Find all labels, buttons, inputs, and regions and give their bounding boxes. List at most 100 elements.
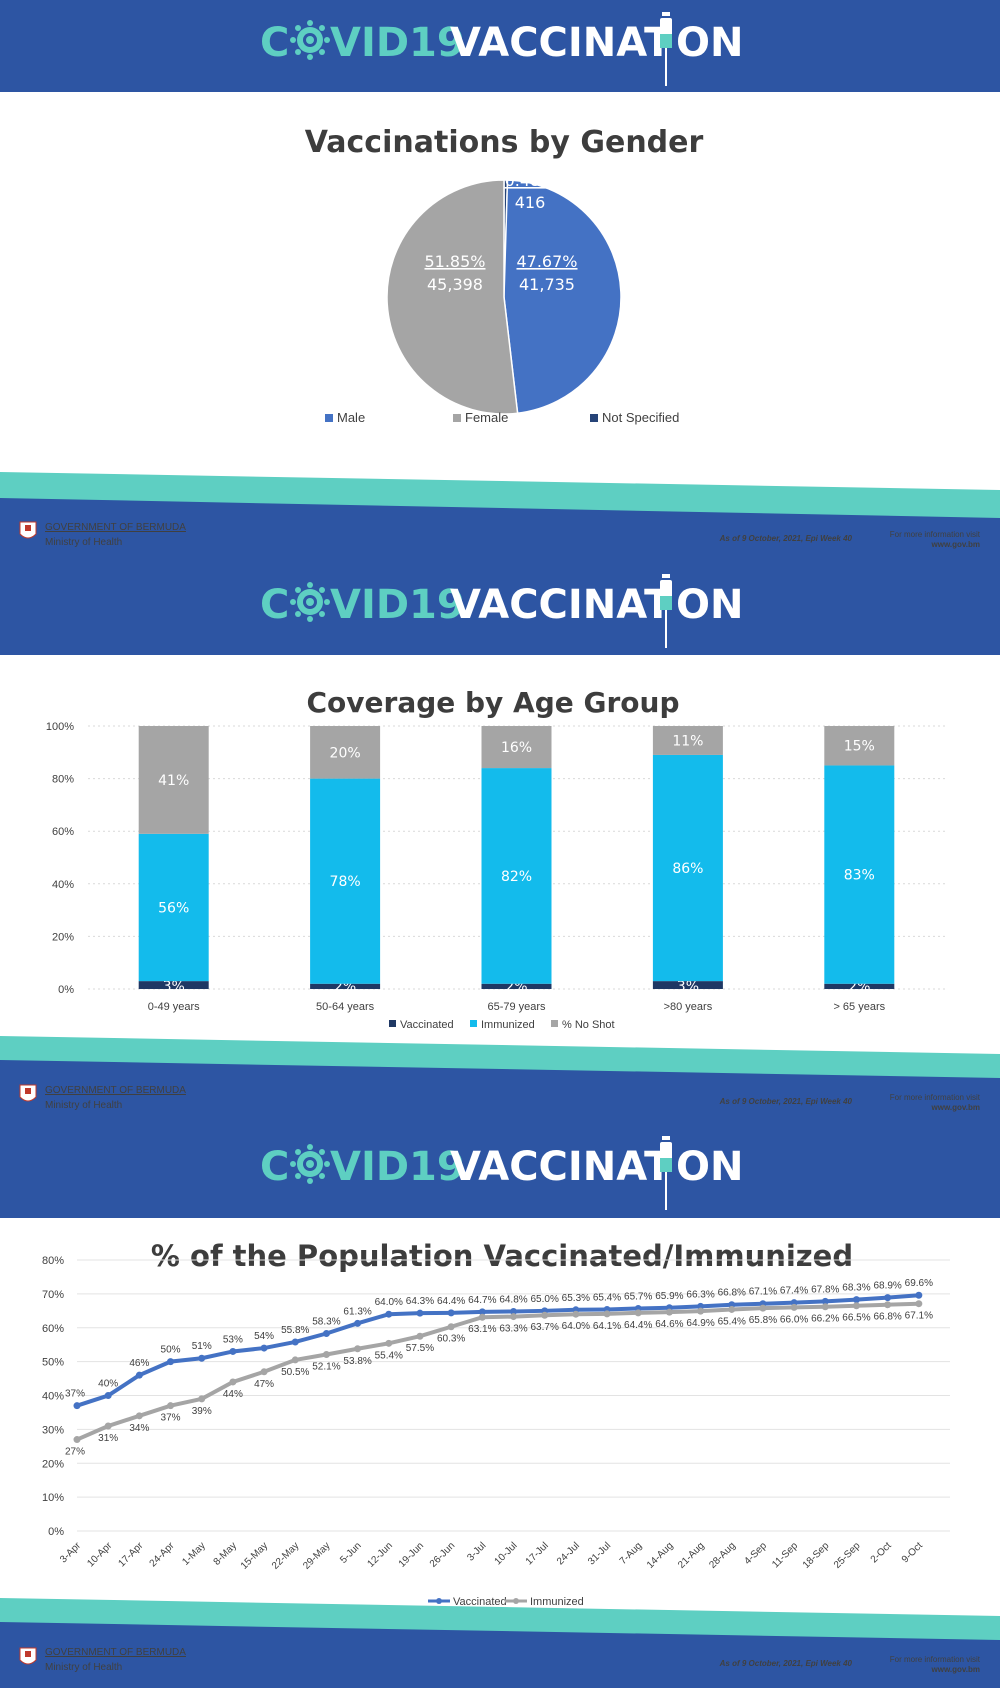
data-point <box>73 1436 81 1444</box>
data-point <box>510 1313 517 1321</box>
data-point <box>291 1356 299 1364</box>
point-data-label: 55.8% <box>281 1325 309 1336</box>
x-tick-label: 10-Jul <box>493 1540 520 1567</box>
legend: Vaccinated Immunized <box>428 1596 584 1608</box>
website-link[interactable]: www.gov.bm <box>931 540 980 549</box>
data-point <box>634 1309 642 1317</box>
title-c: C <box>260 1144 289 1190</box>
data-point <box>198 1395 206 1403</box>
bar-segment-vaccinated <box>138 981 209 989</box>
bar-segment--no-shot <box>824 726 895 766</box>
bar-data-label: 78% <box>330 874 361 890</box>
point-data-label: 66.5% <box>842 1313 870 1324</box>
point-data-label: 67.1% <box>749 1287 777 1298</box>
bar-chart: 0%20%40%60%80%100%3%56%41%0-49 years2%78… <box>46 721 945 1013</box>
point-data-label: 69.6% <box>905 1278 933 1289</box>
bar-data-label: 83% <box>844 868 875 884</box>
ministry-name: Ministry of Health <box>45 1100 122 1111</box>
chart-title: Vaccinations by Gender <box>305 125 704 160</box>
x-tick-label: 17-Apr <box>116 1540 145 1569</box>
slice-percent-label: 0.48% <box>505 171 556 190</box>
bar-segment-immunized <box>481 768 552 984</box>
footer: GOVERNMENT OF BERMUDA Ministry of Health… <box>0 1598 1000 1688</box>
title-vaccinat: VACCINAT <box>450 20 672 66</box>
point-data-label: 64.0% <box>375 1297 403 1308</box>
chart-title: Coverage by Age Group <box>306 686 679 719</box>
data-point <box>167 1358 175 1366</box>
bar-segment--no-shot <box>652 726 723 755</box>
data-point <box>73 1402 81 1410</box>
data-point <box>260 1344 268 1352</box>
point-data-label: 65.3% <box>562 1293 590 1304</box>
x-tick-label: 9-Oct <box>900 1540 925 1565</box>
coat-of-arms-icon <box>19 1647 37 1665</box>
point-data-label: 44% <box>223 1389 243 1400</box>
data-point <box>198 1354 206 1362</box>
banner-title: C VID19 VACCINAT ON <box>260 12 743 86</box>
data-point <box>416 1309 424 1317</box>
point-data-label: 64.4% <box>437 1296 465 1307</box>
info-text: For more information visit <box>890 1655 981 1664</box>
banner-title: C VID19 VACCINAT ON <box>260 1136 743 1210</box>
data-point <box>447 1309 455 1317</box>
title-on: ON <box>676 582 743 628</box>
legend-label: Female <box>465 410 508 425</box>
data-point <box>665 1308 673 1316</box>
title-vid19: VID19 <box>330 20 465 66</box>
legend-swatch <box>389 1020 396 1027</box>
legend-swatch <box>470 1020 477 1027</box>
as-of-date: As of 9 October, 2021, Epi Week 40 <box>719 534 853 543</box>
y-tick-label: 40% <box>42 1391 64 1403</box>
bar-segment-immunized <box>652 754 723 982</box>
footer-teal-band <box>0 1598 1000 1642</box>
data-point <box>447 1323 455 1331</box>
x-tick-label: 29-May <box>301 1540 332 1571</box>
title-vaccinat: VACCINAT <box>450 582 672 628</box>
point-data-label: 64.0% <box>562 1321 590 1332</box>
panel-gender: C VID19 VACCINAT ON Vaccinations by Gend… <box>0 0 1000 562</box>
data-point <box>291 1338 299 1346</box>
point-data-label: 64.3% <box>406 1296 434 1307</box>
virus-icon <box>290 582 330 622</box>
y-tick-label: 20% <box>42 1458 64 1470</box>
point-data-label: 68.3% <box>842 1283 870 1294</box>
point-data-label: 66.8% <box>718 1288 746 1299</box>
point-data-label: 66.0% <box>780 1314 808 1325</box>
point-data-label: 64.7% <box>468 1295 496 1306</box>
point-data-label: 63.1% <box>468 1324 496 1335</box>
legend-swatch <box>325 414 333 422</box>
slice-percent-label: 47.67% <box>516 252 577 271</box>
website-link[interactable]: www.gov.bm <box>931 1665 980 1674</box>
y-tick-label: 100% <box>46 721 74 733</box>
x-tick-label: 26-Jun <box>428 1540 457 1569</box>
title-vid19: VID19 <box>330 1144 465 1190</box>
y-tick-label: 10% <box>42 1492 64 1504</box>
legend-label: Not Specified <box>602 410 679 425</box>
data-point <box>135 1412 143 1420</box>
point-data-label: 50% <box>161 1345 181 1356</box>
point-data-label: 53% <box>223 1334 243 1345</box>
x-tick-label: 3-Apr <box>58 1540 84 1566</box>
y-tick-label: 0% <box>48 1526 64 1538</box>
data-point <box>229 1378 237 1386</box>
point-data-label: 52.1% <box>312 1362 340 1373</box>
legend-label: Immunized <box>530 1596 584 1608</box>
website-link[interactable]: www.gov.bm <box>931 1103 980 1112</box>
x-tick-label: >80 years <box>664 1001 713 1013</box>
legend-swatch <box>551 1020 558 1027</box>
as-of-date: As of 9 October, 2021, Epi Week 40 <box>719 1659 853 1668</box>
gov-name: GOVERNMENT OF BERMUDA <box>45 1647 186 1658</box>
data-point <box>354 1345 362 1353</box>
point-data-label: 66.8% <box>873 1312 901 1323</box>
point-data-label: 63.7% <box>530 1322 558 1333</box>
x-tick-label: 5-Jun <box>338 1540 363 1565</box>
footer-teal-band <box>0 1036 1000 1080</box>
x-tick-label: 25-Sep <box>832 1540 863 1571</box>
slice-count-label: 45,398 <box>427 275 483 294</box>
footer-navy-band <box>0 498 1000 562</box>
x-tick-label: 0-49 years <box>148 1001 200 1013</box>
point-data-label: 27% <box>65 1447 85 1458</box>
bar-segment-vaccinated <box>652 981 723 989</box>
legend: Male Female Not Specified <box>325 410 679 425</box>
slice-percent-label: 51.85% <box>424 252 485 271</box>
